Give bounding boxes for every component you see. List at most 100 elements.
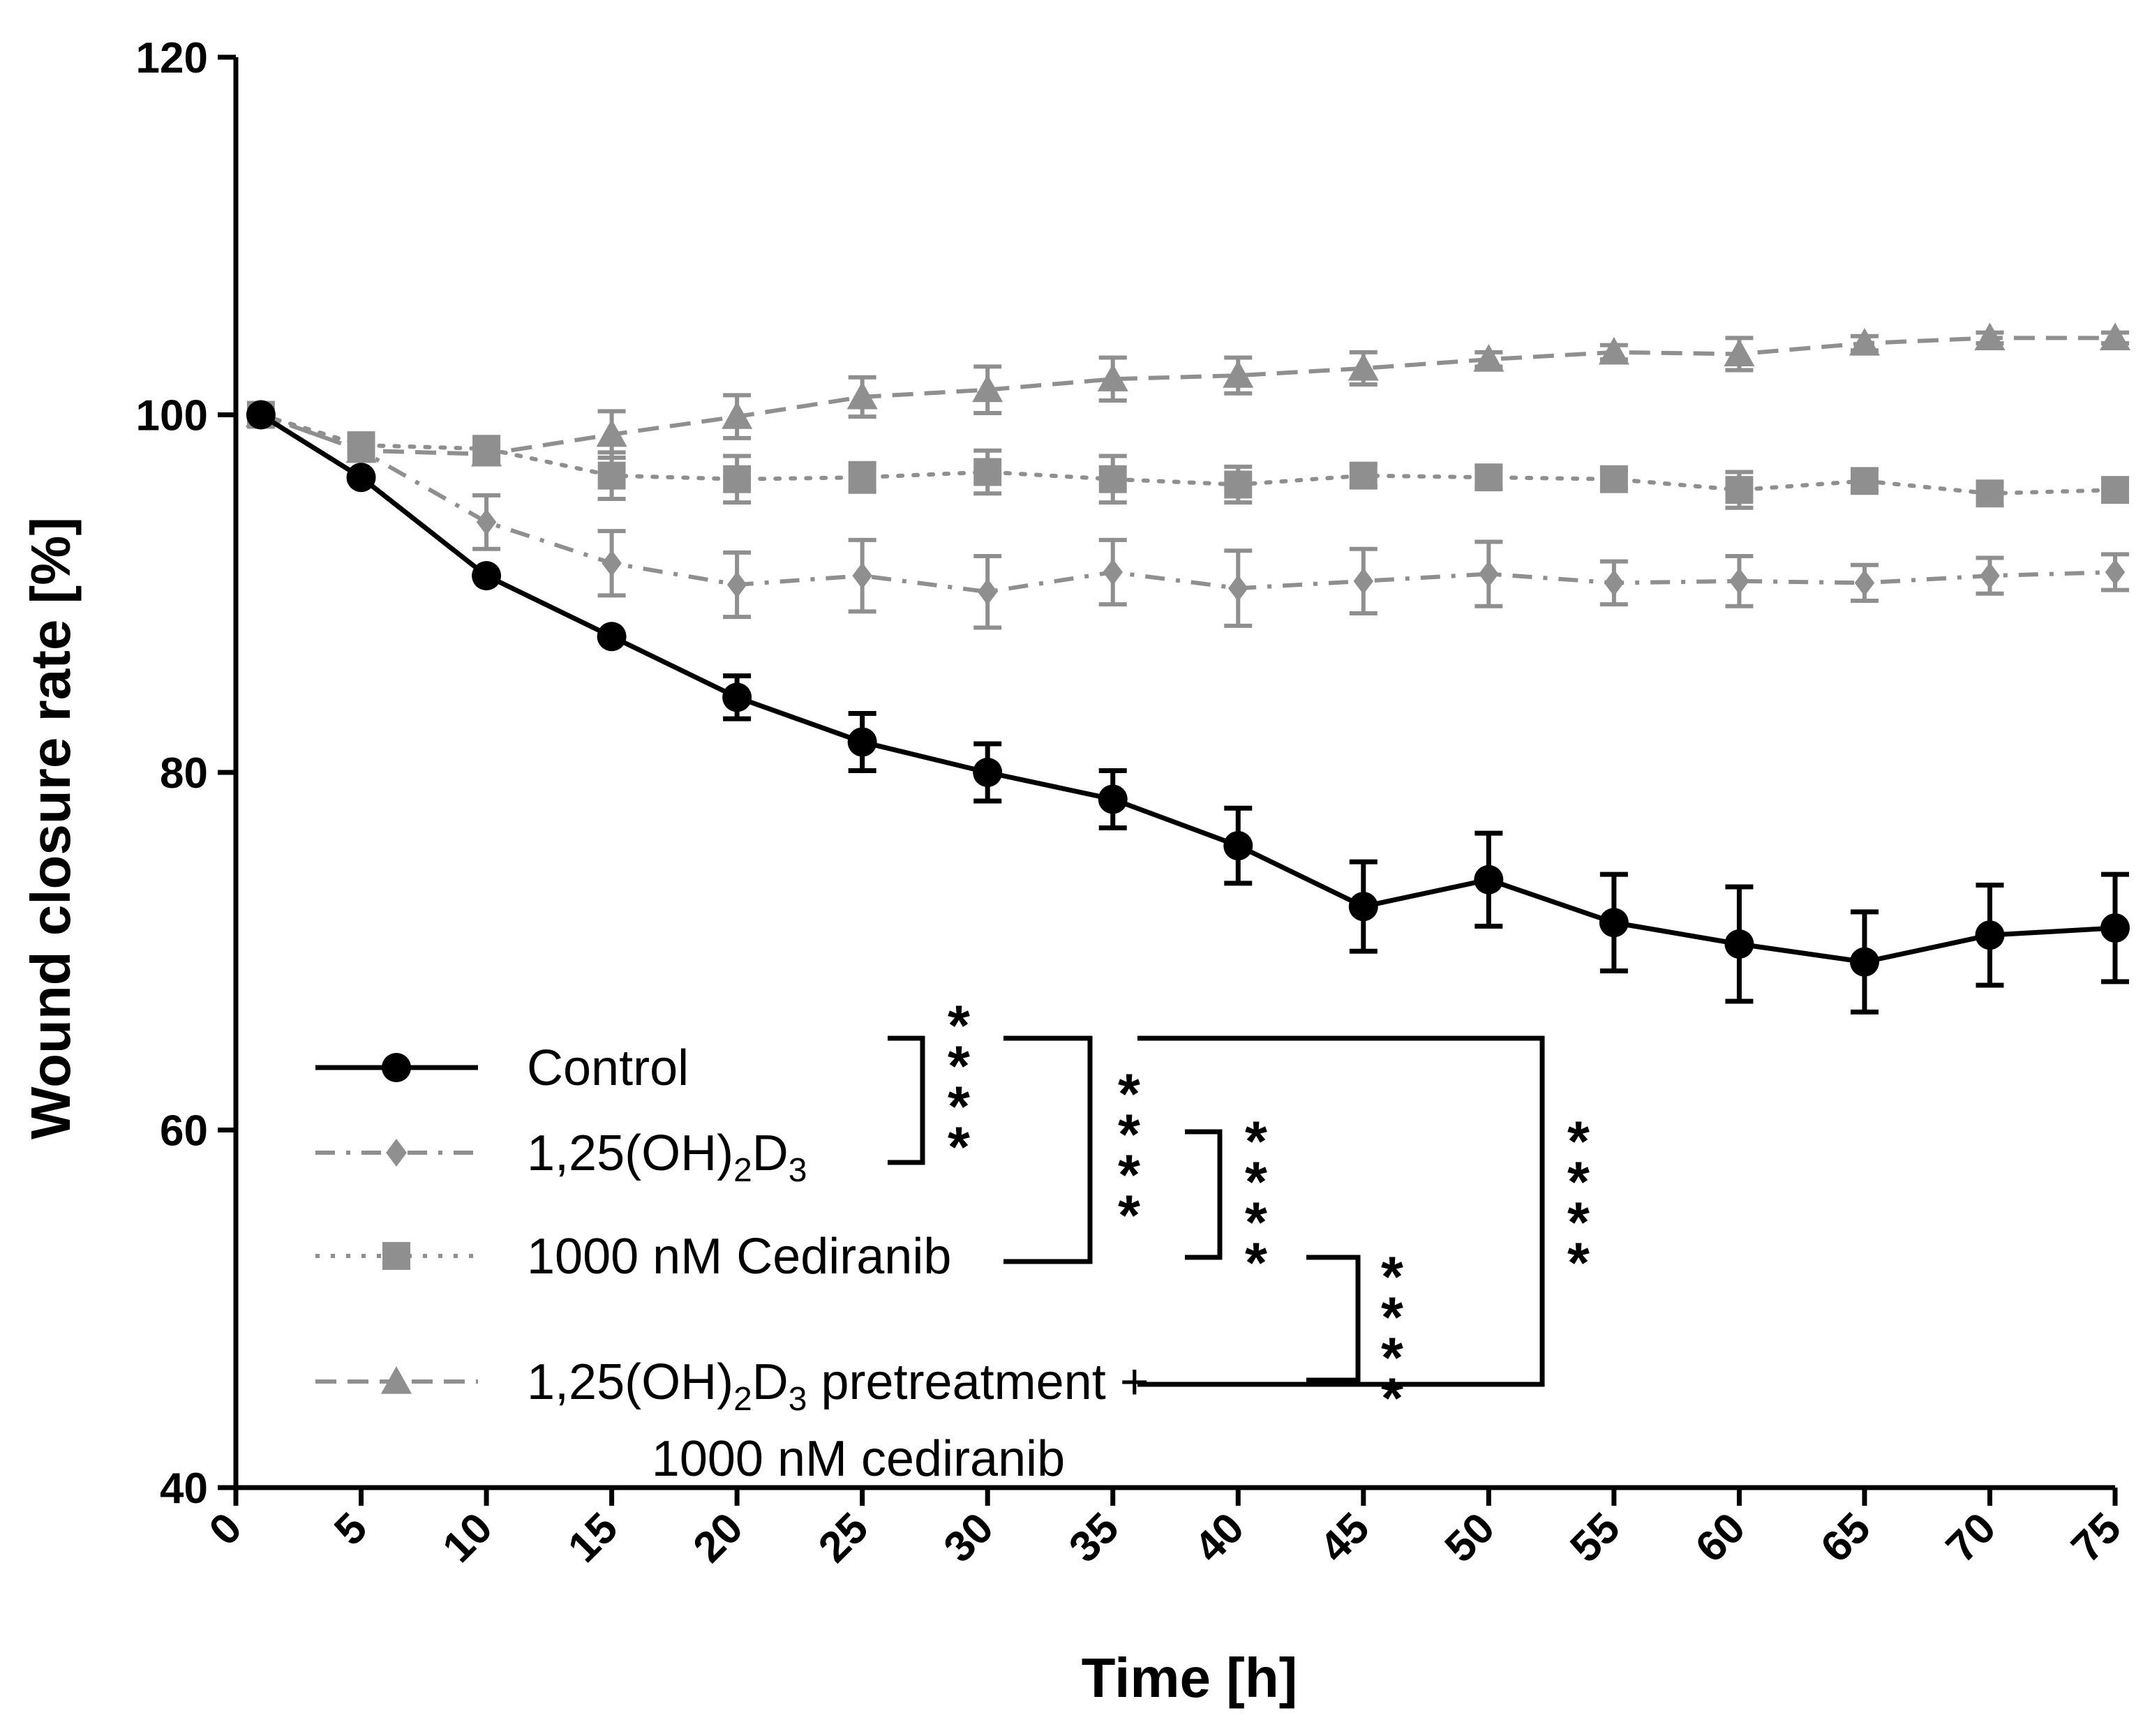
- marker-triangle: [1473, 344, 1505, 372]
- significance-star: *: [1381, 1245, 1403, 1309]
- x-axis-title: Time [h]: [1082, 1647, 1298, 1709]
- series-0: [246, 400, 2130, 1015]
- significance-star: *: [1567, 1232, 1590, 1295]
- significance-star: *: [948, 1075, 970, 1139]
- significance-star: *: [1381, 1367, 1403, 1430]
- marker-circle: [1223, 831, 1253, 861]
- marker-diamond: [726, 571, 747, 598]
- marker-circle: [1348, 892, 1378, 922]
- y-tick-label: 60: [160, 1107, 208, 1155]
- marker-triangle: [1974, 322, 2006, 350]
- marker-triangle: [1724, 338, 1755, 367]
- marker-square: [723, 465, 752, 493]
- marker-square: [848, 463, 876, 492]
- legend-label: 1,25(OH)2D3: [527, 1125, 807, 1189]
- marker-square: [1098, 465, 1127, 493]
- x-tick-label: 70: [1937, 1504, 2006, 1572]
- significance-star: *: [1381, 1286, 1403, 1349]
- significance-bracket: [1185, 1129, 1223, 1260]
- marker-triangle: [1223, 360, 1254, 388]
- legend-label-text: pretreatment +: [807, 1354, 1149, 1410]
- significance-star: *: [1118, 1063, 1140, 1126]
- significance-bracket: [1306, 1255, 1361, 1383]
- series: [245, 322, 2131, 1015]
- marker-square: [2101, 476, 2129, 504]
- significance-control-vs-combo: ****: [1137, 1035, 1590, 1387]
- legend-label: 1,25(OH)2D3 pretreatment +: [527, 1354, 1149, 1418]
- legend-label-subscript: 2: [733, 1381, 752, 1418]
- marker-diamond: [1729, 567, 1749, 594]
- marker-diamond: [351, 437, 371, 464]
- significance-control-vs-cediranib: ****: [1003, 1035, 1140, 1264]
- series-line: [260, 336, 2115, 456]
- significance-star: *: [1118, 1184, 1140, 1248]
- x-tick-label: 15: [559, 1504, 627, 1572]
- x-tick-label: 55: [1561, 1504, 1629, 1572]
- significance-star: *: [1567, 1110, 1590, 1174]
- marker-triangle: [380, 1365, 412, 1394]
- significance-star: *: [948, 1116, 970, 1179]
- marker-triangle: [972, 374, 1003, 403]
- legend-label-line2: 1000 nM cediranib: [652, 1431, 1065, 1487]
- marker-square: [472, 435, 501, 463]
- marker-triangle: [1598, 336, 1629, 365]
- marker-square: [1224, 470, 1253, 499]
- series-line: [260, 412, 2116, 594]
- marker-circle: [597, 622, 627, 652]
- legend-item-1: 1,25(OH)2D3: [315, 1125, 807, 1189]
- marker-circle: [1474, 865, 1504, 895]
- legend-label-text: 1,25(OH): [527, 1354, 733, 1410]
- significance-star: *: [1381, 1326, 1403, 1390]
- significance-star: *: [1567, 1151, 1590, 1214]
- significance-star: *: [1567, 1191, 1590, 1255]
- marker-triangle: [1348, 352, 1379, 381]
- marker-circle: [472, 561, 502, 591]
- legend-label-subscript: 3: [789, 1152, 807, 1189]
- x-tick-label: 20: [684, 1504, 752, 1572]
- marker-square: [1599, 465, 1628, 493]
- significance-star: *: [1245, 1151, 1267, 1214]
- y-axis-title: Wound closure rate [%]: [20, 517, 82, 1139]
- legend-item-0: Control: [315, 1040, 689, 1096]
- series-line: [258, 412, 2117, 496]
- legend-label-text: 1,25(OH): [527, 1125, 733, 1181]
- x-tick-label: 10: [433, 1504, 502, 1572]
- marker-triangle: [2099, 322, 2131, 350]
- x-tick-label: 60: [1687, 1504, 1755, 1572]
- legend-label-text: D: [752, 1354, 789, 1410]
- marker-diamond: [476, 509, 497, 536]
- marker-circle: [973, 758, 1003, 787]
- x-tick-label: 35: [1060, 1504, 1128, 1572]
- marker-diamond: [1854, 569, 1875, 597]
- marker-circle: [1599, 908, 1629, 938]
- x-tick-label: 25: [809, 1504, 878, 1572]
- legend-label-subscript: 2: [733, 1152, 752, 1189]
- series-2: [246, 401, 2129, 510]
- series-line: [260, 412, 2116, 965]
- series-3: [245, 322, 2131, 467]
- marker-circle: [382, 1053, 411, 1082]
- marker-diamond: [1479, 560, 1499, 588]
- marker-circle: [1975, 920, 2005, 950]
- x-tick-label: 75: [2062, 1504, 2130, 1572]
- marker-diamond: [602, 550, 622, 577]
- significance-star: *: [1245, 1110, 1267, 1174]
- marker-square: [382, 1242, 410, 1270]
- y-tick-label: 100: [136, 392, 208, 440]
- marker-circle: [847, 727, 877, 757]
- marker-square: [597, 461, 626, 490]
- marker-triangle: [846, 381, 878, 410]
- x-tick-label: 40: [1186, 1504, 1254, 1572]
- marker-diamond: [1228, 575, 1248, 602]
- legend-label-subscript: 3: [789, 1381, 807, 1418]
- significance-star: *: [948, 1035, 970, 1098]
- marker-triangle: [722, 401, 753, 429]
- marker-square: [1349, 461, 1378, 490]
- marker-square: [1475, 463, 1503, 492]
- marker-diamond: [386, 1139, 407, 1167]
- x-tick-label: 5: [325, 1504, 376, 1555]
- marker-circle: [1098, 784, 1128, 814]
